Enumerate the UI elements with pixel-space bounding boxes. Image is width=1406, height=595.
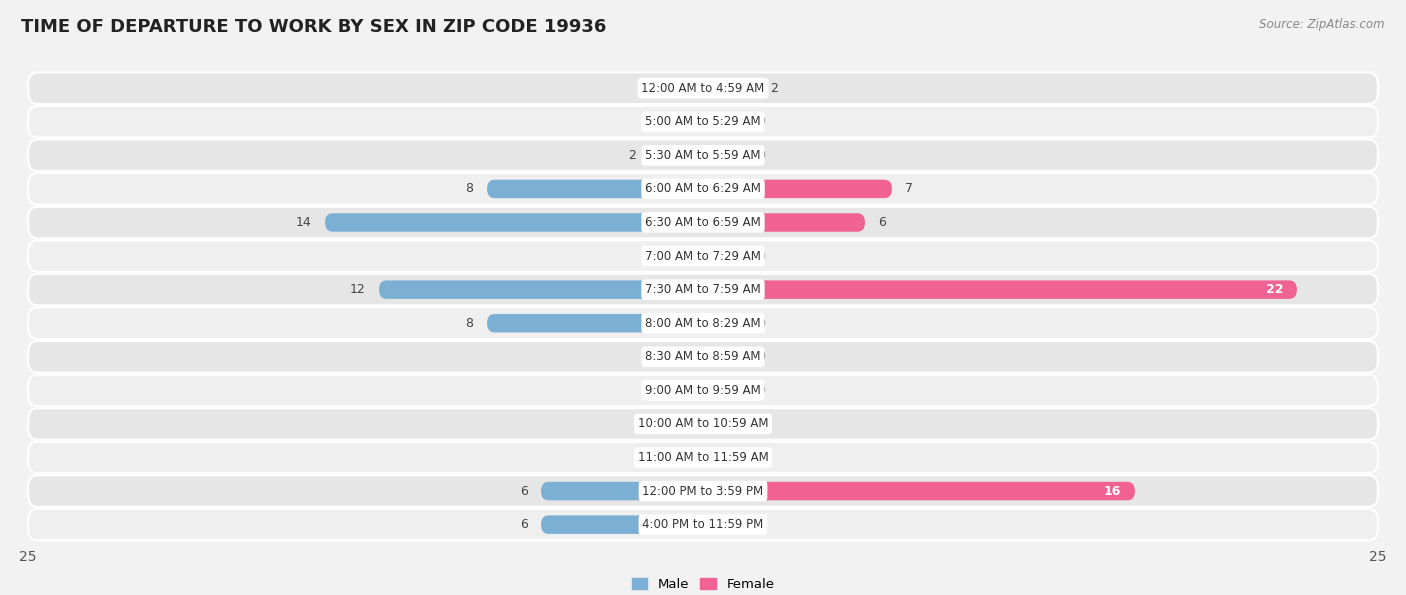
Text: 0: 0 bbox=[641, 384, 650, 397]
Text: 0: 0 bbox=[641, 350, 650, 364]
FancyBboxPatch shape bbox=[703, 314, 744, 333]
Text: 5:30 AM to 5:59 AM: 5:30 AM to 5:59 AM bbox=[645, 149, 761, 162]
FancyBboxPatch shape bbox=[676, 79, 703, 98]
Text: 0: 0 bbox=[641, 115, 650, 129]
FancyBboxPatch shape bbox=[28, 475, 1378, 507]
Text: 0: 0 bbox=[756, 115, 765, 129]
FancyBboxPatch shape bbox=[28, 441, 1378, 473]
Text: 22: 22 bbox=[1265, 283, 1284, 296]
FancyBboxPatch shape bbox=[662, 448, 703, 466]
Text: 6: 6 bbox=[520, 484, 527, 497]
FancyBboxPatch shape bbox=[486, 314, 703, 333]
FancyBboxPatch shape bbox=[662, 247, 703, 265]
FancyBboxPatch shape bbox=[28, 240, 1378, 272]
Text: 2: 2 bbox=[770, 82, 779, 95]
FancyBboxPatch shape bbox=[28, 106, 1378, 137]
FancyBboxPatch shape bbox=[28, 408, 1378, 440]
FancyBboxPatch shape bbox=[703, 347, 744, 366]
Text: TIME OF DEPARTURE TO WORK BY SEX IN ZIP CODE 19936: TIME OF DEPARTURE TO WORK BY SEX IN ZIP … bbox=[21, 18, 606, 36]
Text: 8:00 AM to 8:29 AM: 8:00 AM to 8:29 AM bbox=[645, 317, 761, 330]
Text: 5:00 AM to 5:29 AM: 5:00 AM to 5:29 AM bbox=[645, 115, 761, 129]
FancyBboxPatch shape bbox=[28, 173, 1378, 205]
Text: 7:00 AM to 7:29 AM: 7:00 AM to 7:29 AM bbox=[645, 249, 761, 262]
Text: Source: ZipAtlas.com: Source: ZipAtlas.com bbox=[1260, 18, 1385, 31]
Text: 2: 2 bbox=[627, 149, 636, 162]
FancyBboxPatch shape bbox=[662, 112, 703, 131]
FancyBboxPatch shape bbox=[703, 180, 891, 198]
Text: 0: 0 bbox=[756, 350, 765, 364]
FancyBboxPatch shape bbox=[28, 509, 1378, 540]
FancyBboxPatch shape bbox=[28, 73, 1378, 104]
FancyBboxPatch shape bbox=[703, 381, 744, 400]
Text: 0: 0 bbox=[756, 317, 765, 330]
Text: 6: 6 bbox=[879, 216, 886, 229]
Text: 1: 1 bbox=[655, 82, 662, 95]
Text: 8:30 AM to 8:59 AM: 8:30 AM to 8:59 AM bbox=[645, 350, 761, 364]
FancyBboxPatch shape bbox=[703, 146, 744, 165]
Text: 0: 0 bbox=[756, 249, 765, 262]
Text: 0: 0 bbox=[756, 451, 765, 464]
Text: 12:00 AM to 4:59 AM: 12:00 AM to 4:59 AM bbox=[641, 82, 765, 95]
FancyBboxPatch shape bbox=[650, 146, 703, 165]
FancyBboxPatch shape bbox=[662, 347, 703, 366]
Text: 6:00 AM to 6:29 AM: 6:00 AM to 6:29 AM bbox=[645, 183, 761, 195]
FancyBboxPatch shape bbox=[28, 308, 1378, 339]
Text: 6: 6 bbox=[520, 518, 527, 531]
FancyBboxPatch shape bbox=[703, 213, 865, 231]
Text: 14: 14 bbox=[295, 216, 312, 229]
FancyBboxPatch shape bbox=[662, 415, 703, 433]
Text: 0: 0 bbox=[641, 451, 650, 464]
Text: 7:30 AM to 7:59 AM: 7:30 AM to 7:59 AM bbox=[645, 283, 761, 296]
Text: 10:00 AM to 10:59 AM: 10:00 AM to 10:59 AM bbox=[638, 418, 768, 430]
FancyBboxPatch shape bbox=[703, 247, 744, 265]
Text: 11:00 AM to 11:59 AM: 11:00 AM to 11:59 AM bbox=[638, 451, 768, 464]
FancyBboxPatch shape bbox=[28, 274, 1378, 305]
Text: 0: 0 bbox=[756, 149, 765, 162]
FancyBboxPatch shape bbox=[703, 112, 744, 131]
Text: 12:00 PM to 3:59 PM: 12:00 PM to 3:59 PM bbox=[643, 484, 763, 497]
Text: 16: 16 bbox=[1104, 484, 1122, 497]
Text: 0: 0 bbox=[756, 418, 765, 430]
Text: 8: 8 bbox=[465, 183, 474, 195]
FancyBboxPatch shape bbox=[541, 482, 703, 500]
Text: 0: 0 bbox=[641, 249, 650, 262]
FancyBboxPatch shape bbox=[28, 341, 1378, 372]
Text: 0: 0 bbox=[641, 418, 650, 430]
FancyBboxPatch shape bbox=[325, 213, 703, 231]
Text: 4:00 PM to 11:59 PM: 4:00 PM to 11:59 PM bbox=[643, 518, 763, 531]
FancyBboxPatch shape bbox=[703, 415, 744, 433]
Text: 8: 8 bbox=[465, 317, 474, 330]
FancyBboxPatch shape bbox=[703, 482, 1135, 500]
FancyBboxPatch shape bbox=[541, 515, 703, 534]
FancyBboxPatch shape bbox=[662, 381, 703, 400]
Text: 6:30 AM to 6:59 AM: 6:30 AM to 6:59 AM bbox=[645, 216, 761, 229]
FancyBboxPatch shape bbox=[28, 375, 1378, 406]
Text: 7: 7 bbox=[905, 183, 914, 195]
FancyBboxPatch shape bbox=[703, 448, 744, 466]
Text: 0: 0 bbox=[756, 518, 765, 531]
Text: 12: 12 bbox=[350, 283, 366, 296]
Text: 0: 0 bbox=[756, 384, 765, 397]
FancyBboxPatch shape bbox=[703, 280, 1296, 299]
Text: 9:00 AM to 9:59 AM: 9:00 AM to 9:59 AM bbox=[645, 384, 761, 397]
FancyBboxPatch shape bbox=[703, 79, 756, 98]
Legend: Male, Female: Male, Female bbox=[626, 572, 780, 595]
FancyBboxPatch shape bbox=[380, 280, 703, 299]
FancyBboxPatch shape bbox=[28, 140, 1378, 171]
FancyBboxPatch shape bbox=[28, 206, 1378, 238]
FancyBboxPatch shape bbox=[486, 180, 703, 198]
FancyBboxPatch shape bbox=[703, 515, 744, 534]
